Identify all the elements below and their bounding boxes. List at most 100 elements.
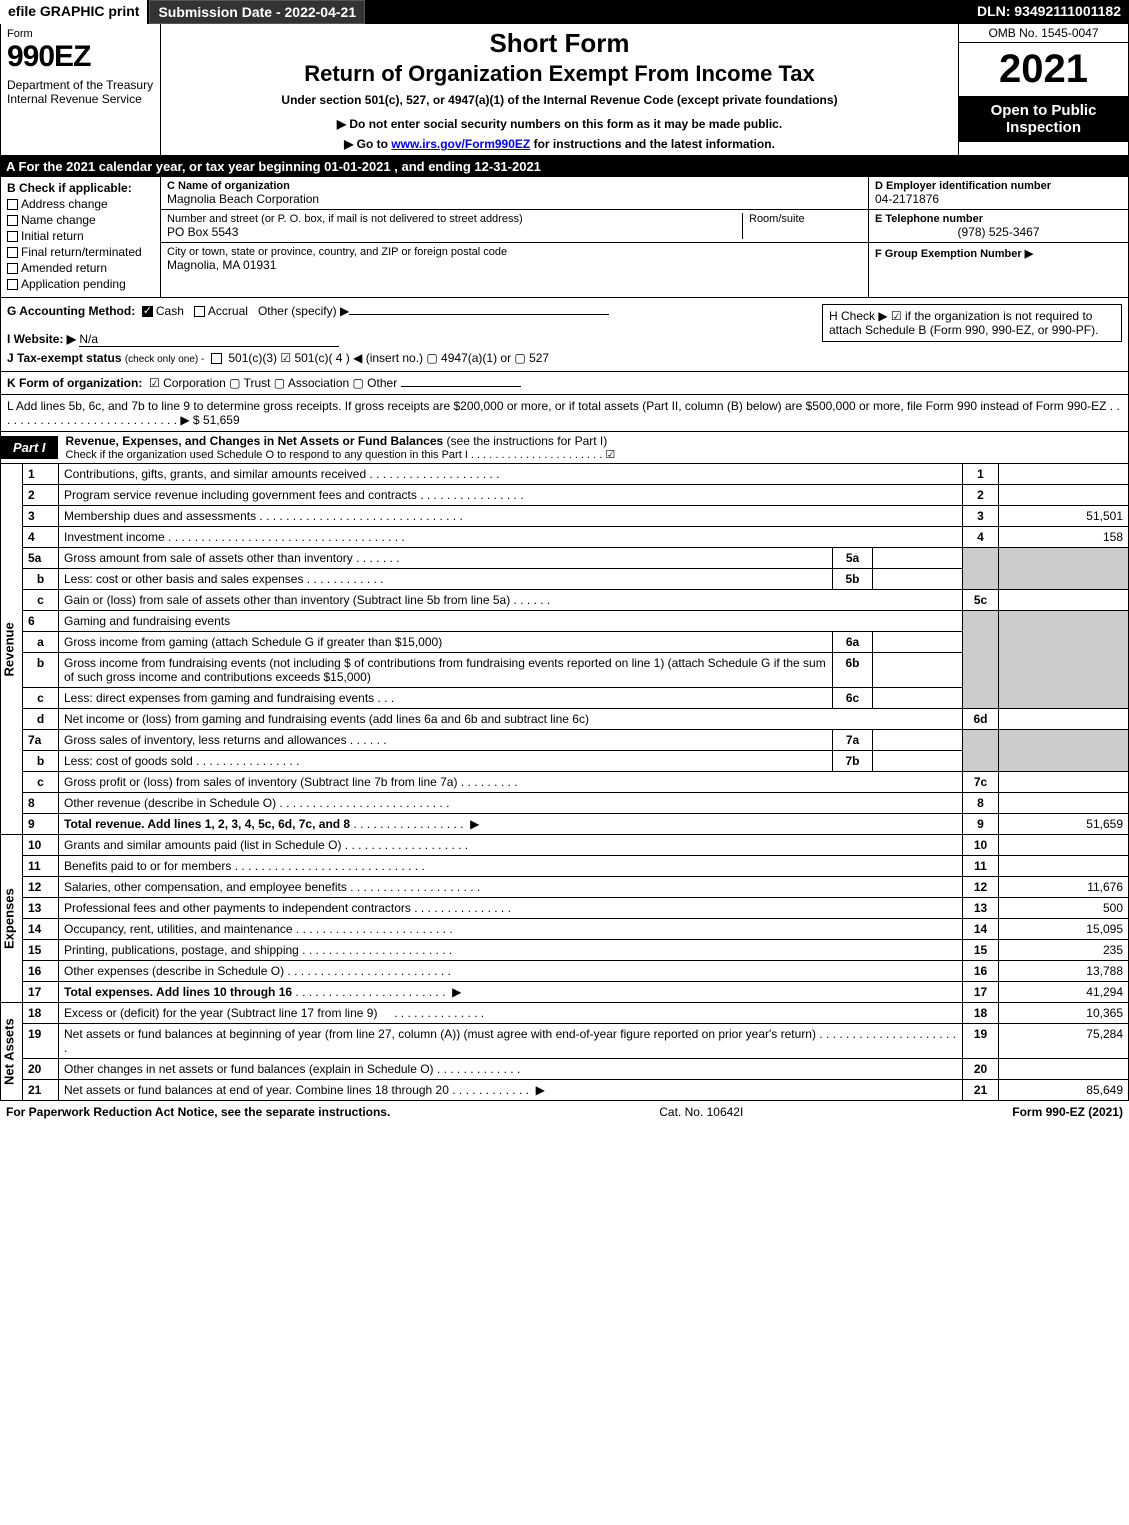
tel-value: (978) 525-3467: [875, 225, 1122, 239]
line-4-num: 4: [23, 527, 59, 548]
line-19-num: 19: [23, 1024, 59, 1059]
return-title: Return of Organization Exempt From Incom…: [169, 61, 950, 87]
line-7b-desc: Less: cost of goods sold . . . . . . . .…: [59, 751, 833, 772]
form-header: Form 990EZ Department of the Treasury In…: [0, 24, 1129, 156]
part1-title: Revenue, Expenses, and Changes in Net As…: [58, 432, 1128, 463]
section-def: D Employer identification number 04-2171…: [868, 177, 1128, 297]
row-a-tax-year: A For the 2021 calendar year, or tax yea…: [0, 156, 1129, 177]
line-5c-box: 5c: [963, 590, 999, 611]
org-info-block: B Check if applicable: Address change Na…: [0, 177, 1129, 298]
line-7ab-box-grey: [963, 730, 999, 772]
line-12-val: 11,676: [999, 877, 1129, 898]
section-j: J Tax-exempt status (check only one) - 5…: [7, 351, 1122, 365]
line-21-val: 85,649: [999, 1080, 1129, 1101]
line-7b-mini: 7b: [833, 751, 873, 772]
chk-initial-return[interactable]: Initial return: [7, 229, 154, 243]
section-b-label: B Check if applicable:: [7, 181, 154, 195]
line-6b-mval: [873, 653, 963, 688]
chk-final-return[interactable]: Final return/terminated: [7, 245, 154, 259]
page-footer: For Paperwork Reduction Act Notice, see …: [0, 1101, 1129, 1123]
footer-catno: Cat. No. 10642I: [659, 1105, 743, 1119]
form-word: Form: [7, 28, 154, 40]
submission-date-label: Submission Date -: [158, 4, 284, 20]
line-16-box: 16: [963, 961, 999, 982]
street: PO Box 5543: [167, 225, 742, 239]
line-7ab-val-grey: [999, 730, 1129, 772]
line-5b-mini: 5b: [833, 569, 873, 590]
tel-label: E Telephone number: [875, 213, 1122, 225]
line-16-val: 13,788: [999, 961, 1129, 982]
org-name-row: C Name of organization Magnolia Beach Co…: [161, 177, 868, 210]
line-19-box: 19: [963, 1024, 999, 1059]
line-17-box: 17: [963, 982, 999, 1003]
line-6a-desc: Gross income from gaming (attach Schedul…: [59, 632, 833, 653]
line-15-val: 235: [999, 940, 1129, 961]
irs-link[interactable]: www.irs.gov/Form990EZ: [391, 137, 530, 151]
line-8-box: 8: [963, 793, 999, 814]
line-6-desc: Gaming and fundraising events: [59, 611, 963, 632]
line-21-box: 21: [963, 1080, 999, 1101]
tel-row: E Telephone number (978) 525-3467: [869, 210, 1128, 243]
section-h: H Check ▶ ☑ if the organization is not r…: [822, 304, 1122, 342]
ein-value: 04-2171876: [875, 192, 1122, 206]
chk-application-pending[interactable]: Application pending: [7, 277, 154, 291]
open-to-public: Open to Public Inspection: [959, 96, 1128, 142]
line-9-desc: Total revenue. Add lines 1, 2, 3, 4, 5c,…: [59, 814, 963, 835]
line-16-desc: Other expenses (describe in Schedule O) …: [59, 961, 963, 982]
line-20-num: 20: [23, 1059, 59, 1080]
line-7c-desc: Gross profit or (loss) from sales of inv…: [59, 772, 963, 793]
line-2-box: 2: [963, 485, 999, 506]
line-1-val: [999, 464, 1129, 485]
top-bar: efile GRAPHIC print Submission Date - 20…: [0, 0, 1129, 24]
line-12-desc: Salaries, other compensation, and employ…: [59, 877, 963, 898]
line-13-box: 13: [963, 898, 999, 919]
efile-print[interactable]: efile GRAPHIC print: [0, 0, 149, 24]
part1-subnote: Check if the organization used Schedule …: [66, 448, 1120, 461]
section-k: K Form of organization: ☑ Corporation ▢ …: [0, 372, 1129, 395]
g-label: G Accounting Method:: [7, 304, 135, 318]
line-5a-desc: Gross amount from sale of assets other t…: [59, 548, 833, 569]
ghij-block: H Check ▶ ☑ if the organization is not r…: [0, 298, 1129, 372]
line-21-desc: Net assets or fund balances at end of ye…: [59, 1080, 963, 1101]
org-street-row: Number and street (or P. O. box, if mail…: [161, 210, 868, 243]
line-5a-num: 5a: [23, 548, 59, 569]
line-13-val: 500: [999, 898, 1129, 919]
side-revenue: Revenue: [1, 464, 23, 835]
line-5b-mval: [873, 569, 963, 590]
group-exemption-row: F Group Exemption Number ▶: [869, 243, 1128, 263]
ein-label: D Employer identification number: [875, 180, 1122, 192]
line-7c-box: 7c: [963, 772, 999, 793]
chk-amended-return[interactable]: Amended return: [7, 261, 154, 275]
line-10-num: 10: [23, 835, 59, 856]
chk-501c3-icon: [211, 353, 222, 364]
line-18-val: 10,365: [999, 1003, 1129, 1024]
org-city-row: City or town, state or province, country…: [161, 243, 868, 275]
line-4-val: 158: [999, 527, 1129, 548]
street-label: Number and street (or P. O. box, if mail…: [167, 213, 742, 225]
line-7c-num: c: [23, 772, 59, 793]
line-3-num: 3: [23, 506, 59, 527]
line-5c-num: c: [23, 590, 59, 611]
line-7a-mini: 7a: [833, 730, 873, 751]
part1-table: Revenue 1 Contributions, gifts, grants, …: [0, 464, 1129, 1101]
line-6a-mini: 6a: [833, 632, 873, 653]
chk-address-change[interactable]: Address change: [7, 197, 154, 211]
line-17-val: 41,294: [999, 982, 1129, 1003]
line-9-box: 9: [963, 814, 999, 835]
dln-value: 93492111001182: [1014, 3, 1121, 19]
line-17-num: 17: [23, 982, 59, 1003]
line-18-desc: Excess or (deficit) for the year (Subtra…: [59, 1003, 963, 1024]
line-11-box: 11: [963, 856, 999, 877]
line-6b-num: b: [23, 653, 59, 688]
chk-name-change[interactable]: Name change: [7, 213, 154, 227]
irs-link-line: ▶ Go to www.irs.gov/Form990EZ for instru…: [169, 137, 950, 151]
header-left: Form 990EZ Department of the Treasury In…: [1, 24, 161, 155]
line-14-val: 15,095: [999, 919, 1129, 940]
line-11-desc: Benefits paid to or for members . . . . …: [59, 856, 963, 877]
line-12-num: 12: [23, 877, 59, 898]
j-note: (check only one) -: [125, 354, 204, 365]
line-19-desc: Net assets or fund balances at beginning…: [59, 1024, 963, 1059]
line-2-num: 2: [23, 485, 59, 506]
line-4-desc: Investment income . . . . . . . . . . . …: [59, 527, 963, 548]
line-6a-mval: [873, 632, 963, 653]
